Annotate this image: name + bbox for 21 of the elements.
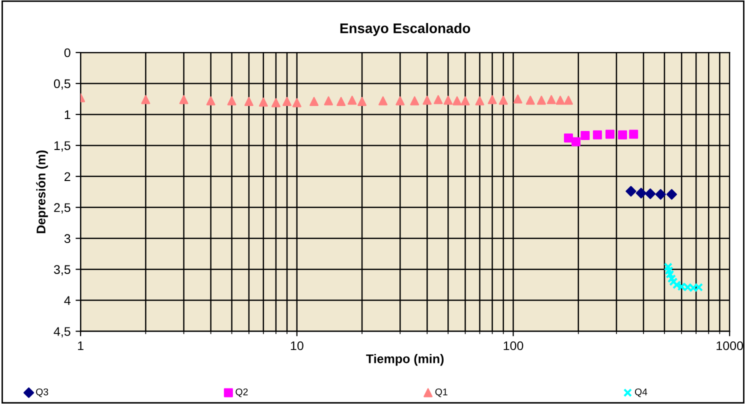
y-tick-label: 2,5: [54, 203, 70, 214]
y-tick-label: 3,5: [54, 265, 70, 276]
legend-label: Q2: [236, 388, 248, 398]
chart-title: Ensayo Escalonado: [340, 23, 470, 36]
legend-label: Q4: [634, 388, 648, 398]
y-tick-label: 2: [64, 172, 70, 181]
x-tick-label: 1000: [716, 341, 744, 350]
y-tick-label: 4: [64, 296, 70, 305]
y-axis-title: Depresión (m): [36, 150, 48, 234]
y-tick-label: 0: [64, 48, 70, 58]
x-tick-label: 1: [78, 341, 84, 350]
y-tick-label: 3: [64, 234, 70, 244]
x-tick-label: 100: [504, 341, 524, 350]
y-tick-label: 4,5: [54, 327, 70, 338]
y-tick-label: 1,5: [54, 141, 70, 152]
x-tick-label: 10: [290, 341, 304, 350]
y-tick-label: 0,5: [54, 79, 70, 90]
legend-label: Q3: [36, 388, 48, 398]
legend-label: Q1: [435, 388, 448, 398]
y-tick-label: 1: [64, 110, 70, 119]
x-axis-title: Tiempo (min): [366, 354, 444, 366]
